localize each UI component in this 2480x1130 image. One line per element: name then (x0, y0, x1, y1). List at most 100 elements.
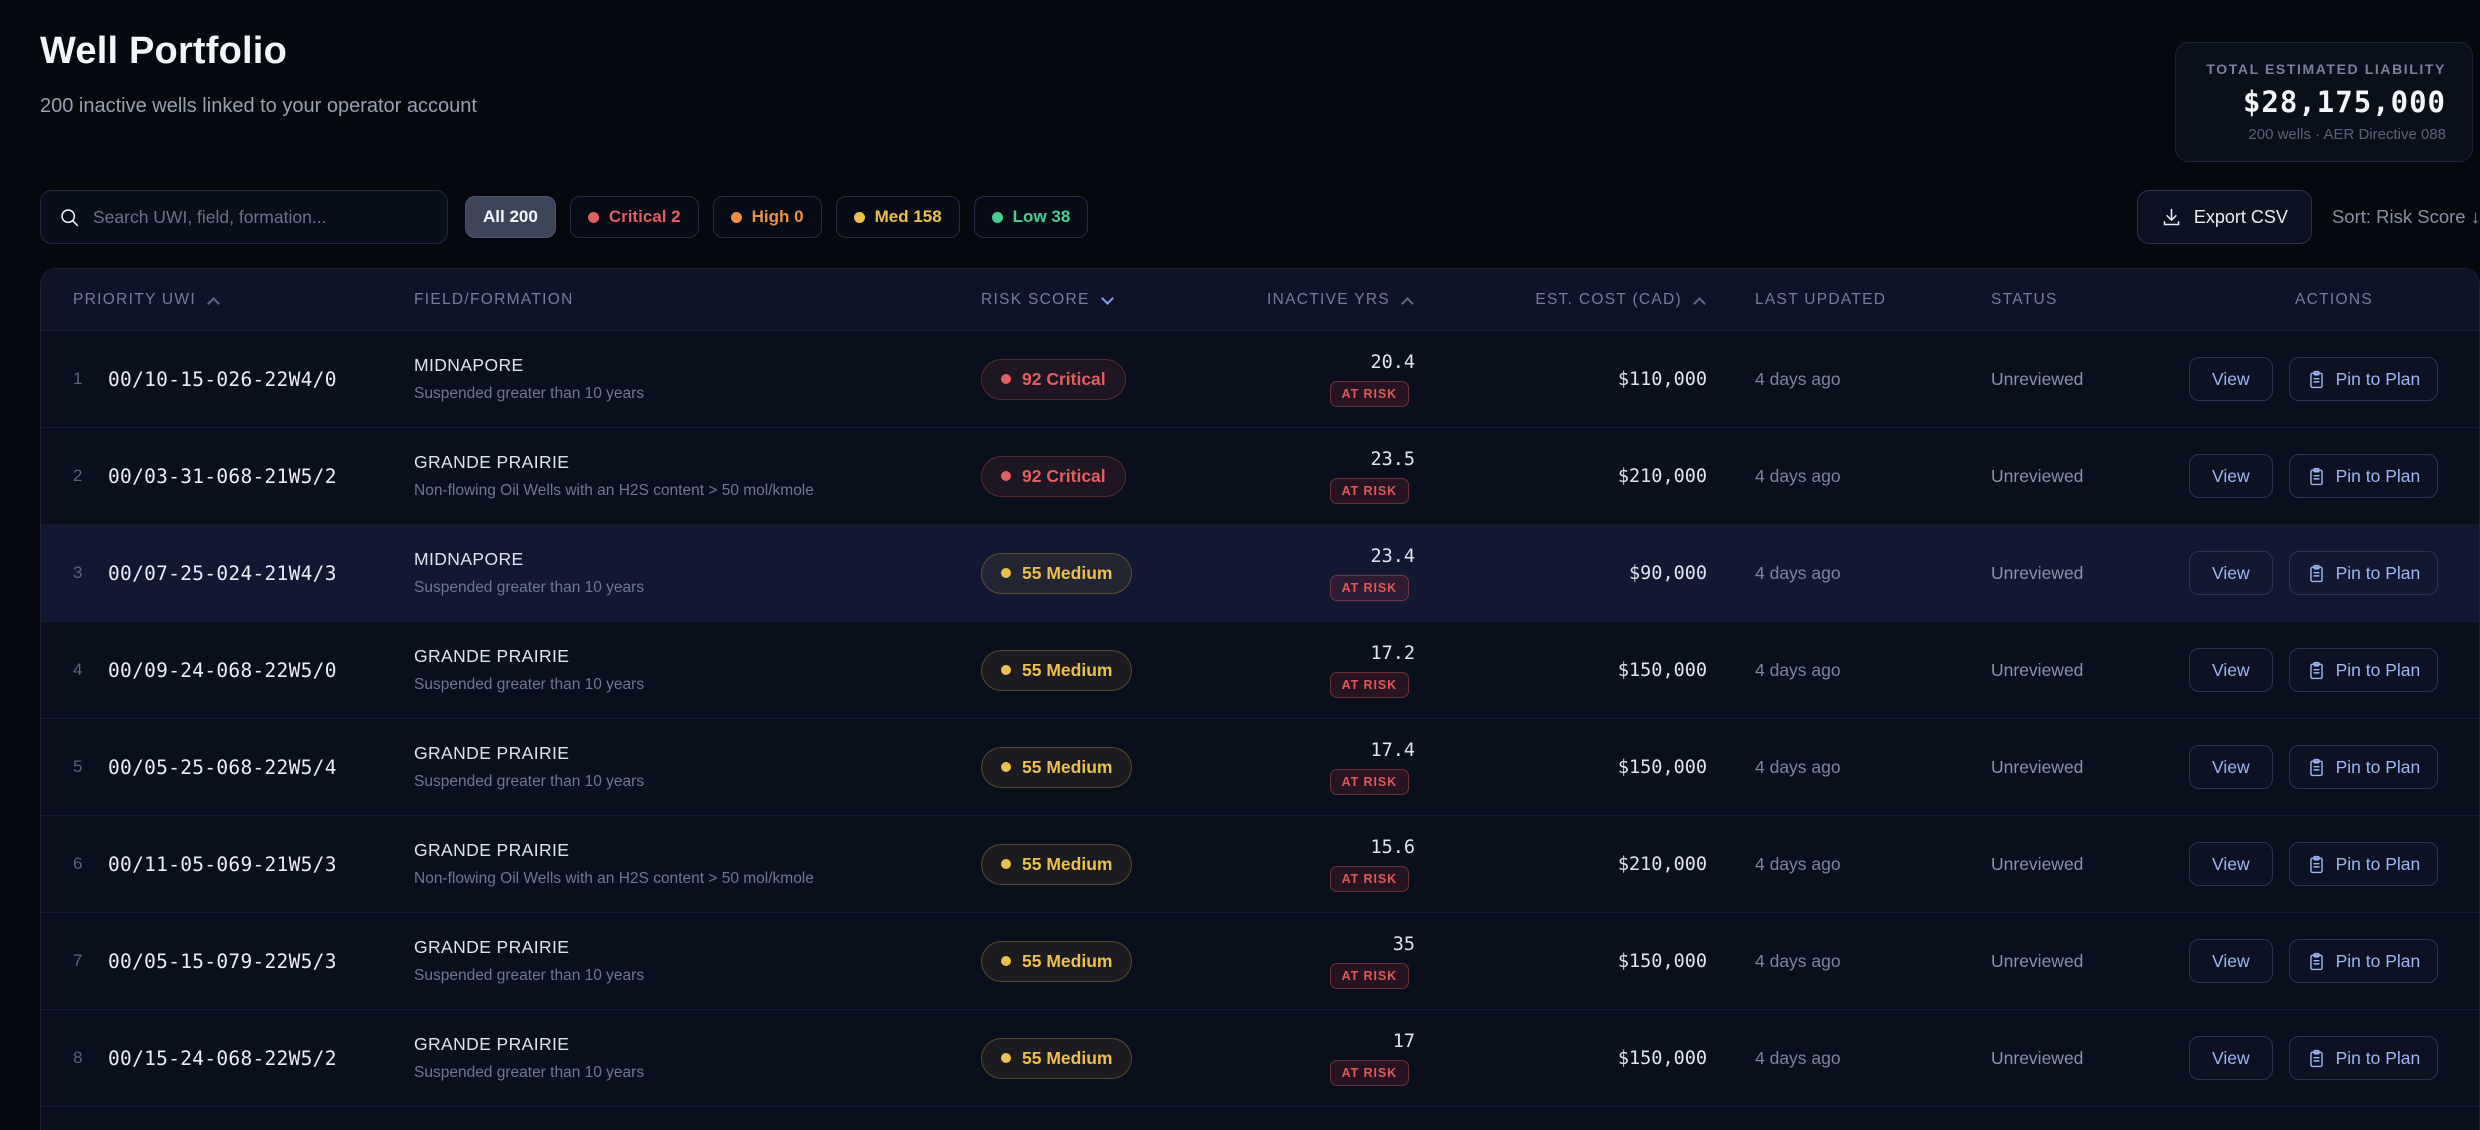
risk-dot-icon (1001, 471, 1011, 481)
sort-chevron-icon (1693, 293, 1707, 307)
uwi-value: 00/09-24-068-22W5/0 (108, 658, 337, 682)
uwi-value: 00/07-25-024-21W4/3 (108, 561, 337, 585)
pin-to-plan-button[interactable]: Pin to Plan (2288, 357, 2439, 401)
pin-to-plan-button[interactable]: Pin to Plan (2288, 648, 2439, 692)
last-updated-cell: 4 days ago (1755, 1047, 1841, 1068)
column-header[interactable]: PRIORITY UWI (41, 291, 414, 309)
field-name: GRANDE PRAIRIE (414, 937, 570, 957)
search-box[interactable] (40, 190, 448, 244)
pin-to-plan-button[interactable]: Pin to Plan (2288, 842, 2439, 886)
chip-label: Low 38 (1012, 207, 1071, 226)
est-cost-cell: $150,000 (1617, 659, 1707, 681)
pin-to-plan-button[interactable]: Pin to Plan (2288, 1036, 2439, 1080)
view-button[interactable]: View (2189, 1036, 2273, 1080)
column-header[interactable]: EST. COST (CAD) (1415, 291, 1707, 309)
filter-chip[interactable]: Low 38 (973, 196, 1089, 238)
filter-chip[interactable]: All 200 (465, 196, 556, 238)
field-name: GRANDE PRAIRIE (414, 646, 570, 666)
view-button-label: View (2212, 562, 2250, 583)
column-header-label: RISK SCORE (981, 290, 1090, 308)
table-row[interactable]: 3 00/07-25-024-21W4/3 MIDNAPORE Suspende… (41, 525, 2479, 622)
view-button[interactable]: View (2189, 648, 2273, 692)
inactive-years-value: 23.5 (1370, 448, 1415, 470)
view-button[interactable]: View (2189, 357, 2273, 401)
risk-score-label: 55 Medium (1022, 853, 1113, 874)
pin-to-plan-button[interactable]: Pin to Plan (2288, 939, 2439, 983)
view-button[interactable]: View (2189, 842, 2273, 886)
inactive-years-cell: 23.5 AT RISK (1179, 449, 1415, 504)
pin-to-plan-label: Pin to Plan (2335, 853, 2421, 874)
at-risk-badge: AT RISK (1329, 671, 1409, 698)
uwi-cell: 8 00/15-24-068-22W5/2 (41, 1047, 414, 1070)
field-reason: Non-flowing Oil Wells with an H2S conten… (414, 870, 814, 887)
view-button[interactable]: View (2189, 745, 2273, 789)
clipboard-icon (2309, 758, 2323, 776)
field-cell: GRANDE PRAIRIE Non-flowing Oil Wells wit… (414, 452, 981, 500)
risk-score-badge: 92 Critical (981, 455, 1126, 497)
toolbar-right: Export CSV Sort: Risk Score ↓ (2136, 190, 2480, 244)
column-header[interactable]: RISK SCORE (981, 291, 1179, 309)
inactive-years-value: 17 (1392, 1030, 1415, 1052)
pin-to-plan-button[interactable]: Pin to Plan (2288, 551, 2439, 595)
view-button[interactable]: View (2189, 551, 2273, 595)
view-button[interactable]: View (2189, 939, 2273, 983)
table-row[interactable]: 7 00/05-15-079-22W5/3 GRANDE PRAIRIE Sus… (41, 913, 2479, 1010)
column-header[interactable]: STATUS (1991, 291, 2189, 309)
column-header[interactable]: LAST UPDATED (1707, 291, 1991, 309)
last-updated-cell: 4 days ago (1755, 465, 1841, 486)
column-header[interactable]: FIELD/FORMATION (414, 291, 981, 309)
column-header[interactable]: INACTIVE YRS (1179, 291, 1415, 309)
inactive-years-value: 15.6 (1370, 836, 1415, 858)
field-reason: Suspended greater than 10 years (414, 773, 645, 790)
pin-to-plan-label: Pin to Plan (2335, 659, 2421, 680)
field-cell: GRANDE PRAIRIE Suspended greater than 10… (414, 937, 981, 985)
last-updated-cell: 4 days ago (1755, 853, 1841, 874)
actions-cell: View Pin to Plan (2189, 939, 2479, 983)
est-cost-cell: $150,000 (1617, 1047, 1707, 1069)
risk-score-label: 55 Medium (1022, 562, 1113, 583)
clipboard-icon (2309, 855, 2323, 873)
last-updated-cell: 4 days ago (1755, 659, 1841, 680)
column-header[interactable]: ACTIONS (2189, 291, 2479, 309)
uwi-value: 00/05-15-079-22W5/3 (108, 949, 337, 973)
risk-score-label: 55 Medium (1022, 1047, 1113, 1068)
table-row[interactable]: 4 00/09-24-068-22W5/0 GRANDE PRAIRIE Sus… (41, 622, 2479, 719)
inactive-years-cell: 17 AT RISK (1179, 1031, 1415, 1086)
pin-to-plan-button[interactable]: Pin to Plan (2288, 454, 2439, 498)
actions-cell: View Pin to Plan (2189, 454, 2479, 498)
last-updated-cell: 4 days ago (1755, 950, 1841, 971)
field-reason: Suspended greater than 10 years (414, 967, 645, 984)
export-csv-label: Export CSV (2193, 206, 2288, 227)
chip-dot-icon (991, 211, 1003, 223)
uwi-cell: 4 00/09-24-068-22W5/0 (41, 659, 414, 682)
toolbar: All 200 Critical 2 High 0 Med 158 (40, 190, 2480, 244)
field-cell: MIDNAPORE Suspended greater than 10 year… (414, 549, 981, 597)
download-icon (2163, 208, 2180, 225)
pin-to-plan-button[interactable]: Pin to Plan (2288, 745, 2439, 789)
view-button[interactable]: View (2189, 454, 2273, 498)
table-row[interactable]: 1 00/10-15-026-22W4/0 MIDNAPORE Suspende… (41, 331, 2479, 428)
table-row[interactable]: 5 00/05-25-068-22W5/4 GRANDE PRAIRIE Sus… (41, 719, 2479, 816)
sort-indicator[interactable]: Sort: Risk Score ↓ (2331, 206, 2480, 227)
filter-chip[interactable]: Critical 2 (569, 196, 699, 238)
status-cell: Unreviewed (1991, 659, 2084, 680)
filter-chip[interactable]: Med 158 (835, 196, 960, 238)
table-row[interactable]: 8 00/15-24-068-22W5/2 GRANDE PRAIRIE Sus… (41, 1010, 2479, 1107)
export-csv-button[interactable]: Export CSV (2136, 190, 2312, 244)
risk-score-label: 55 Medium (1022, 950, 1113, 971)
actions-cell: View Pin to Plan (2189, 842, 2479, 886)
table-row[interactable]: 2 00/03-31-068-21W5/2 GRANDE PRAIRIE Non… (41, 428, 2479, 525)
search-input[interactable] (93, 206, 429, 228)
row-index: 6 (73, 854, 83, 873)
at-risk-badge: AT RISK (1329, 865, 1409, 892)
uwi-value: 00/11-05-069-21W5/3 (108, 852, 337, 876)
actions-cell: View Pin to Plan (2189, 357, 2479, 401)
risk-dot-icon (1001, 859, 1011, 869)
column-header-label: STATUS (1991, 290, 2058, 308)
field-reason: Suspended greater than 10 years (414, 676, 645, 693)
field-name: MIDNAPORE (414, 355, 524, 375)
table-row[interactable]: 6 00/11-05-069-21W5/3 GRANDE PRAIRIE Non… (41, 816, 2479, 913)
clipboard-icon (2309, 1049, 2323, 1067)
view-button-label: View (2212, 756, 2250, 777)
filter-chip[interactable]: High 0 (712, 196, 822, 238)
